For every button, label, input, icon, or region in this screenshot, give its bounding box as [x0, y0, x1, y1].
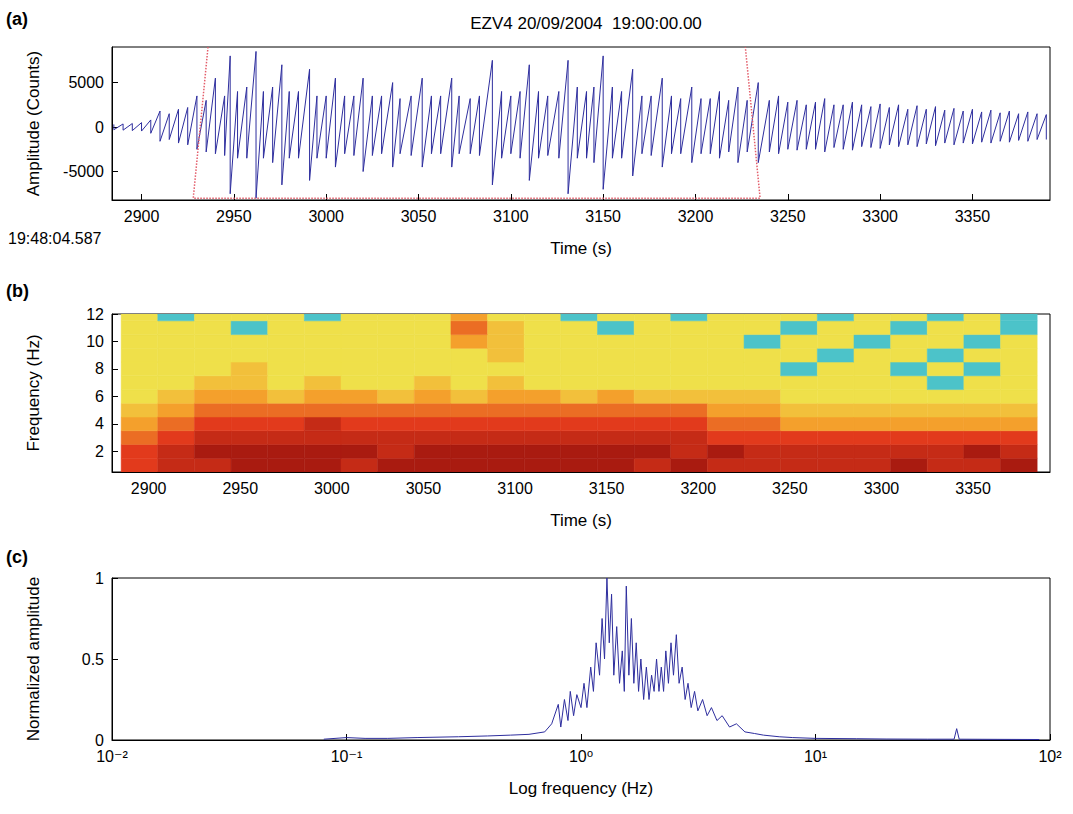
svg-text:2950: 2950 [216, 208, 252, 225]
svg-text:3000: 3000 [314, 480, 350, 497]
svg-text:10: 10 [86, 333, 104, 350]
svg-text:10⁻²: 10⁻² [96, 748, 128, 765]
svg-text:6: 6 [95, 388, 104, 405]
svg-text:3150: 3150 [585, 208, 621, 225]
svg-text:3300: 3300 [864, 480, 900, 497]
svg-text:19:48:04.587: 19:48:04.587 [8, 230, 102, 247]
svg-text:10¹: 10¹ [804, 748, 827, 765]
svg-text:2: 2 [95, 443, 104, 460]
svg-text:3200: 3200 [678, 208, 714, 225]
svg-text:(a): (a) [6, 9, 28, 29]
svg-text:EZV4 20/09/2004 19:00:00.00: EZV4 20/09/2004 19:00:00.00 [470, 14, 702, 33]
svg-text:2950: 2950 [222, 480, 258, 497]
svg-text:Log frequency (Hz): Log frequency (Hz) [509, 779, 654, 798]
svg-text:Time (s): Time (s) [550, 239, 612, 258]
svg-text:(c): (c) [6, 547, 28, 567]
svg-text:3350: 3350 [955, 480, 991, 497]
svg-text:-5000: -5000 [63, 163, 104, 180]
svg-text:3100: 3100 [493, 208, 529, 225]
svg-text:Time (s): Time (s) [550, 511, 612, 530]
svg-text:3250: 3250 [770, 208, 806, 225]
svg-text:0.5: 0.5 [82, 651, 104, 668]
svg-text:3250: 3250 [772, 480, 808, 497]
svg-text:Normalized amplitude: Normalized amplitude [24, 577, 43, 741]
svg-text:Amplitude (Counts): Amplitude (Counts) [24, 51, 43, 197]
svg-text:10⁻¹: 10⁻¹ [331, 748, 363, 765]
svg-text:(b): (b) [6, 281, 29, 301]
svg-text:3300: 3300 [862, 208, 898, 225]
svg-text:0: 0 [95, 732, 104, 749]
svg-text:0: 0 [95, 119, 104, 136]
svg-text:10⁰: 10⁰ [569, 748, 593, 765]
svg-text:1: 1 [95, 570, 104, 587]
svg-text:3050: 3050 [401, 208, 437, 225]
svg-text:2900: 2900 [124, 208, 160, 225]
svg-text:10²: 10² [1038, 748, 1062, 765]
svg-text:3200: 3200 [680, 480, 716, 497]
svg-text:2900: 2900 [131, 480, 167, 497]
svg-text:8: 8 [95, 360, 104, 377]
svg-text:3000: 3000 [308, 208, 344, 225]
svg-text:3050: 3050 [406, 480, 442, 497]
svg-text:4: 4 [95, 415, 104, 432]
svg-text:3100: 3100 [497, 480, 533, 497]
svg-text:12: 12 [86, 306, 104, 323]
svg-text:3150: 3150 [589, 480, 625, 497]
svg-text:5000: 5000 [68, 74, 104, 91]
svg-text:3350: 3350 [955, 208, 991, 225]
svg-text:Frequency (Hz): Frequency (Hz) [24, 334, 43, 451]
